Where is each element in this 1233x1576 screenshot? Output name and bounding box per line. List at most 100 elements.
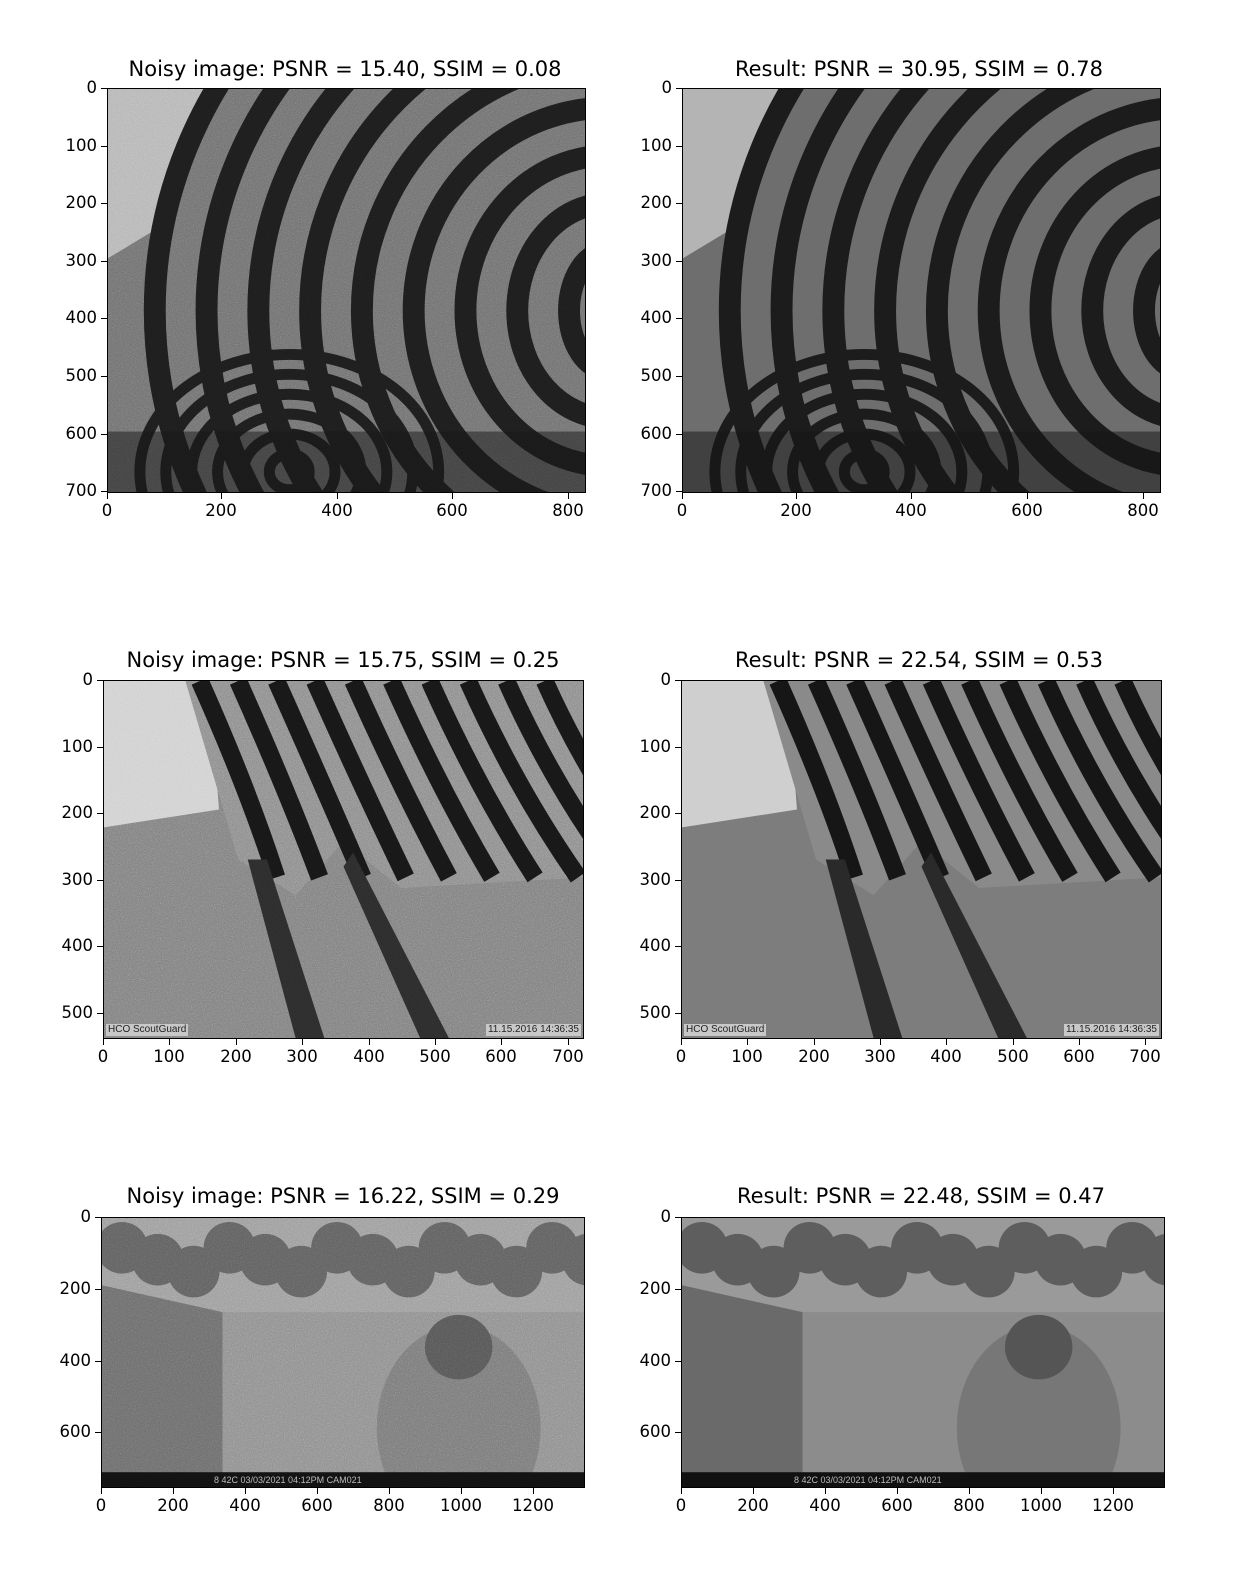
x-tick xyxy=(100,1488,102,1494)
x-tick xyxy=(896,1488,898,1494)
y-tick-label: 400 xyxy=(640,308,673,327)
result-image: HCO ScoutGuard 11.15.2016 14:36:35 xyxy=(681,680,1162,1039)
stripe xyxy=(874,89,1001,492)
stripe xyxy=(1114,681,1161,776)
panel-title: Result: PSNR = 30.95, SSIM = 0.78 xyxy=(734,57,1104,81)
x-tick-label: 700 xyxy=(552,1047,584,1066)
y-tick xyxy=(97,1012,103,1014)
stripe xyxy=(1133,248,1160,374)
stripe xyxy=(807,681,906,881)
x-tick-label: 0 xyxy=(676,501,688,520)
timestamp-label: 8 42C 03/03/2021 04:12PM CAM021 xyxy=(794,1475,942,1485)
x-tick xyxy=(567,1039,569,1045)
x-tick xyxy=(1112,1488,1114,1494)
y-tick-label: 400 xyxy=(65,308,98,327)
x-tick xyxy=(1144,1039,1146,1045)
y-tick-label: 200 xyxy=(65,193,98,212)
y-tick-label: 200 xyxy=(640,193,673,212)
y-tick-label: 0 xyxy=(80,1207,92,1226)
stripe xyxy=(770,89,865,492)
bush xyxy=(1142,1234,1164,1286)
y-tick-label: 600 xyxy=(640,424,673,443)
x-tick-label: 300 xyxy=(286,1047,318,1066)
x-tick xyxy=(1012,1039,1014,1045)
y-tick xyxy=(95,1216,101,1218)
x-tick xyxy=(388,1488,390,1494)
x-tick-label: 800 xyxy=(552,501,584,520)
y-tick-label: 200 xyxy=(61,803,94,822)
image-canvas xyxy=(682,681,1161,1038)
y-tick-label: 400 xyxy=(61,936,94,955)
panel-title: Noisy image: PSNR = 15.40, SSIM = 0.08 xyxy=(128,57,562,81)
y-tick xyxy=(101,260,107,262)
x-tick xyxy=(532,1488,534,1494)
x-tick-label: 0 xyxy=(95,1496,107,1515)
image-canvas xyxy=(682,1218,1164,1487)
y-tick-label: 500 xyxy=(65,366,98,385)
baboon xyxy=(956,1325,1121,1487)
y-tick xyxy=(95,1360,101,1362)
x-tick xyxy=(460,1488,462,1494)
x-tick xyxy=(1026,493,1028,499)
result-image xyxy=(682,88,1161,493)
y-tick xyxy=(95,1288,101,1290)
y-tick-label: 0 xyxy=(82,670,94,689)
x-tick xyxy=(968,1488,970,1494)
image-canvas xyxy=(108,89,585,492)
brush xyxy=(682,1285,803,1487)
y-tick xyxy=(101,145,107,147)
y-tick-label: 300 xyxy=(640,251,673,270)
x-tick xyxy=(1040,1488,1042,1494)
x-tick xyxy=(567,493,569,499)
x-tick-label: 600 xyxy=(301,1496,333,1515)
x-tick-label: 700 xyxy=(1129,1047,1161,1066)
stripe xyxy=(1081,195,1160,426)
y-tick xyxy=(675,1012,681,1014)
noisy-image xyxy=(107,88,586,493)
noise-layer xyxy=(108,89,585,492)
y-tick xyxy=(676,87,682,89)
x-tick xyxy=(824,1488,826,1494)
stripe xyxy=(1076,681,1161,839)
x-tick xyxy=(945,1039,947,1045)
stripe xyxy=(718,89,805,492)
scene xyxy=(682,681,1161,1038)
x-tick-label: 200 xyxy=(780,501,812,520)
y-tick xyxy=(675,746,681,748)
y-tick xyxy=(675,1216,681,1218)
x-tick-label: 600 xyxy=(1063,1047,1095,1066)
y-tick xyxy=(676,317,682,319)
x-tick-label: 1000 xyxy=(440,1496,482,1515)
x-tick-label: 0 xyxy=(675,1047,687,1066)
timestamp-label: 11.15.2016 14:36:35 xyxy=(1063,1024,1159,1036)
x-tick xyxy=(168,1039,170,1045)
noise-layer xyxy=(104,681,583,1038)
y-tick xyxy=(101,490,107,492)
y-tick xyxy=(101,433,107,435)
y-tick xyxy=(675,1431,681,1433)
stripe xyxy=(1037,681,1161,883)
x-tick xyxy=(102,1039,104,1045)
y-tick-label: 400 xyxy=(59,1351,92,1370)
info-strip xyxy=(682,1472,1164,1487)
x-tick-label: 1000 xyxy=(1020,1496,1062,1515)
scene xyxy=(682,1218,1164,1487)
y-tick-label: 100 xyxy=(61,737,94,756)
x-tick xyxy=(368,1039,370,1045)
x-tick xyxy=(244,1488,246,1494)
x-tick xyxy=(500,1039,502,1045)
y-tick-label: 0 xyxy=(661,78,673,97)
timestamp-label: 8 42C 03/03/2021 04:12PM CAM021 xyxy=(214,1475,362,1485)
x-tick xyxy=(680,1488,682,1494)
x-tick-label: 500 xyxy=(419,1047,451,1066)
y-tick xyxy=(675,1288,681,1290)
image-canvas xyxy=(683,89,1160,492)
x-tick xyxy=(1078,1039,1080,1045)
noisy-image: 8 42C 03/03/2021 04:12PM CAM021 xyxy=(101,1217,585,1488)
x-tick-label: 0 xyxy=(97,1047,109,1066)
y-tick xyxy=(675,879,681,881)
x-tick xyxy=(451,493,453,499)
y-tick-label: 500 xyxy=(639,1003,672,1022)
result-image: 8 42C 03/03/2021 04:12PM CAM021 xyxy=(681,1217,1165,1488)
x-tick-label: 100 xyxy=(731,1047,763,1066)
